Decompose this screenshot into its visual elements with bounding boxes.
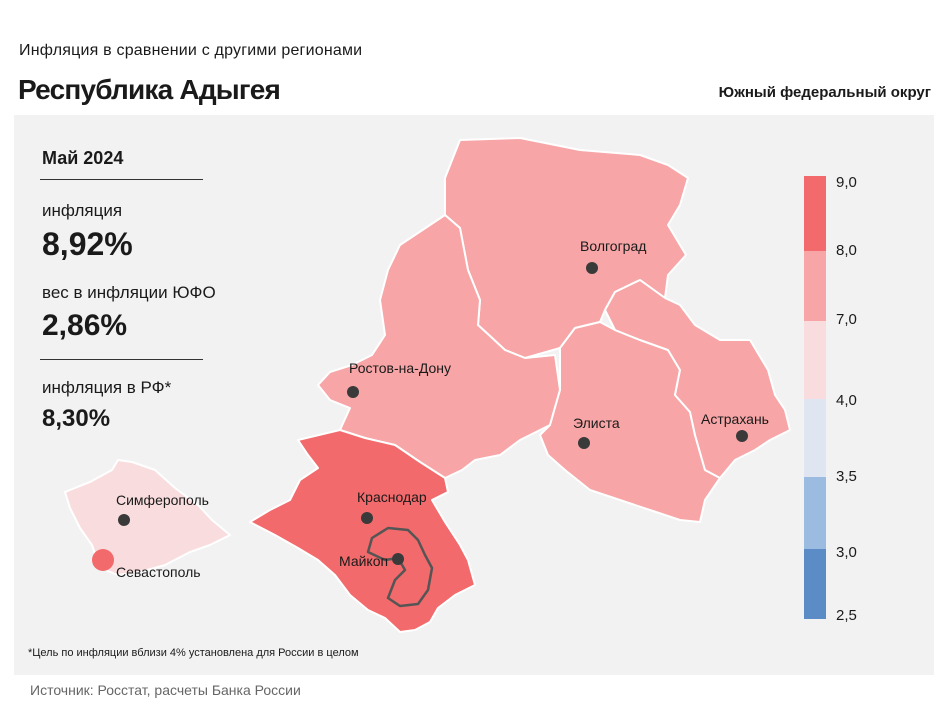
legend-band-low [804, 321, 826, 399]
weight-label: вес в инфляции ЮФО [42, 283, 216, 302]
region-astrakhan [604, 279, 791, 479]
city-label-krasnodar: Краснодар [357, 489, 427, 505]
region-adygea [366, 526, 434, 608]
city-label-volgograd: Волгоград [580, 238, 647, 254]
city-label-sevastopol: Севастополь [116, 564, 201, 580]
legend-band-high [804, 176, 826, 251]
city-dot-rostov [347, 386, 359, 398]
legend-tick: 9,0 [836, 174, 857, 191]
legend-band-target [804, 399, 826, 477]
city-label-astrakhan: Астрахань [701, 411, 769, 427]
legend-band-below [804, 477, 826, 549]
region-crimea [64, 459, 231, 576]
city-dot-krasnodar [361, 512, 373, 524]
city-dot-sevastopol [92, 549, 114, 571]
divider-top [40, 179, 203, 180]
city-dot-elista [578, 437, 590, 449]
legend-band-lowest [804, 549, 826, 619]
page-subtitle: Инфляция в сравнении с другими регионами [19, 42, 363, 59]
legend-tick: 3,0 [836, 544, 857, 561]
divider-bottom [40, 359, 203, 360]
city-dot-astrakhan [736, 430, 748, 442]
russia-inflation-label: инфляция в РФ* [42, 378, 172, 397]
inflation-value: 8,92% [42, 226, 133, 262]
weight-value: 2,86% [42, 309, 128, 342]
legend-tick: 3,5 [836, 468, 857, 485]
legend-band-mid [804, 251, 826, 321]
legend-tick: 7,0 [836, 311, 857, 328]
district-label: Южный федеральный округ [718, 84, 931, 101]
city-label-maykop: Майкоп [339, 553, 389, 569]
city-label-simferopol: Симферополь [116, 492, 209, 508]
city-dot-maykop [392, 553, 404, 565]
inflation-label: инфляция [42, 201, 123, 220]
legend-tick: 8,0 [836, 242, 857, 259]
city-label-elista: Элиста [573, 415, 620, 431]
city-label-rostov: Ростов-на-Дону [349, 360, 451, 376]
russia-inflation-value: 8,30% [42, 405, 111, 432]
period-label: Май 2024 [42, 148, 124, 168]
city-dot-volgograd [586, 262, 598, 274]
legend-tick: 4,0 [836, 392, 857, 409]
legend-tick: 2,5 [836, 607, 857, 624]
source-note: Источник: Росстат, расчеты Банка России [30, 682, 301, 698]
footnote: *Цель по инфляции вблизи 4% установлена … [28, 647, 359, 659]
page-title: Республика Адыгея [18, 74, 281, 105]
city-dot-simferopol [118, 514, 130, 526]
